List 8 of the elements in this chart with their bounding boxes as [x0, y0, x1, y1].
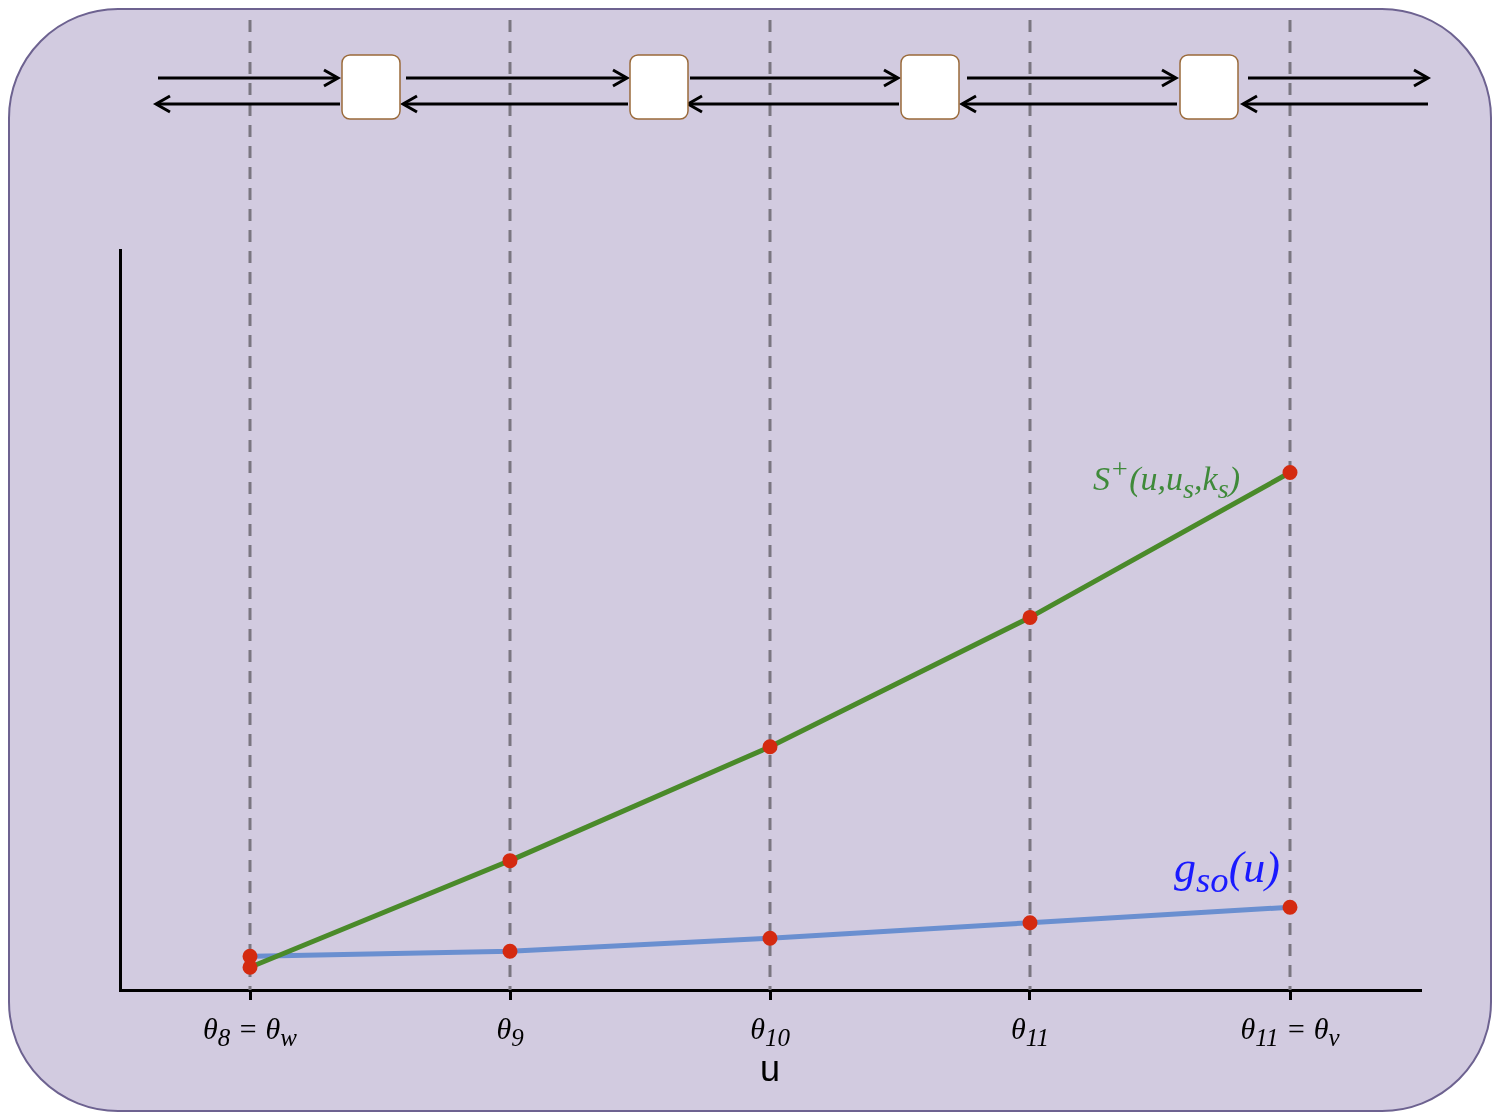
x-tick-label: θ$_{9}$ — [495, 1012, 525, 1052]
x-tick-label: θ$_{10}$ — [750, 1012, 790, 1051]
series-label: S$^{+}$(u,u$_{s}$,k$_{s}$) — [1092, 452, 1240, 505]
x-tick-label: θ$_{8}$ = θ$_{w}$ — [202, 1012, 298, 1052]
x-tick-label: θ$_{11}$ = θ$_{v}$ — [1239, 1012, 1341, 1052]
series-label: g$_{so}$(u) — [1173, 842, 1280, 901]
x-tick-label: θ$_{11}$ — [1010, 1012, 1050, 1052]
x-axis-title: u — [759, 1048, 781, 1090]
